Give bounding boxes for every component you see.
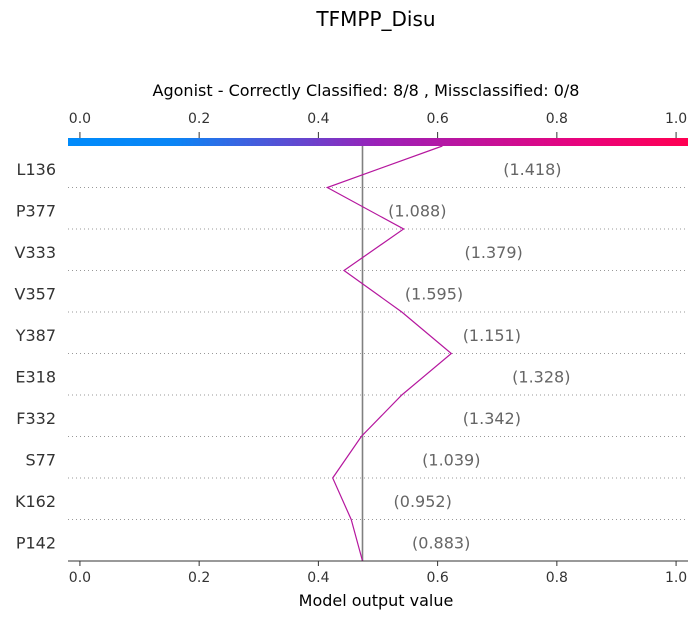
top-tick-label: 0.6: [426, 111, 448, 127]
chart-subtitle: Agonist - Correctly Classified: 8/8 , Mi…: [153, 81, 580, 100]
feature-value-label: (0.952): [394, 492, 452, 511]
colorbar: [68, 138, 688, 146]
feature-value-label: (0.883): [412, 533, 470, 552]
decision-line: [325, 145, 453, 562]
feature-label: P142: [16, 533, 56, 552]
top-tick-label: 1.0: [665, 111, 687, 127]
bottom-axis: 0.0 0.2 0.4 0.6 0.8 1.0: [69, 561, 687, 586]
feature-rows: L136 (1.418) P377 (1.088) V333 (1.379) V357 (1.…: [15, 160, 688, 552]
feature-label: V357: [15, 284, 56, 303]
top-tick-label: 0.8: [546, 111, 568, 127]
feature-label: P377: [16, 201, 56, 220]
feature-label: F332: [16, 409, 56, 428]
feature-value-label: (1.328): [512, 367, 570, 386]
feature-label: V333: [15, 243, 56, 262]
top-axis: 0.0 0.2 0.4 0.6 0.8 1.0: [69, 111, 687, 138]
feature-value-label: (1.595): [405, 284, 463, 303]
bottom-tick-label: 0.0: [69, 570, 91, 586]
x-axis-label: Model output value: [299, 591, 454, 610]
feature-label: L136: [17, 160, 56, 179]
feature-value-label: (1.088): [388, 201, 446, 220]
feature-value-label: (1.039): [422, 450, 480, 469]
bottom-tick-label: 0.2: [188, 570, 210, 586]
chart-title: TFMPP_Disu: [315, 7, 435, 31]
feature-value-label: (1.379): [464, 243, 522, 262]
feature-value-label: (1.151): [463, 326, 521, 345]
feature-label: Y387: [15, 326, 56, 345]
feature-label: E318: [15, 367, 56, 386]
feature-value-label: (1.342): [463, 409, 521, 428]
feature-value-label: (1.418): [503, 160, 561, 179]
feature-label: S77: [25, 450, 56, 469]
bottom-tick-label: 0.4: [307, 570, 329, 586]
bottom-tick-label: 0.6: [426, 570, 448, 586]
top-tick-label: 0.2: [188, 111, 210, 127]
bottom-tick-label: 1.0: [665, 570, 687, 586]
top-tick-label: 0.4: [307, 111, 329, 127]
bottom-tick-label: 0.8: [546, 570, 568, 586]
top-tick-label: 0.0: [69, 111, 91, 127]
feature-label: K162: [15, 492, 56, 511]
